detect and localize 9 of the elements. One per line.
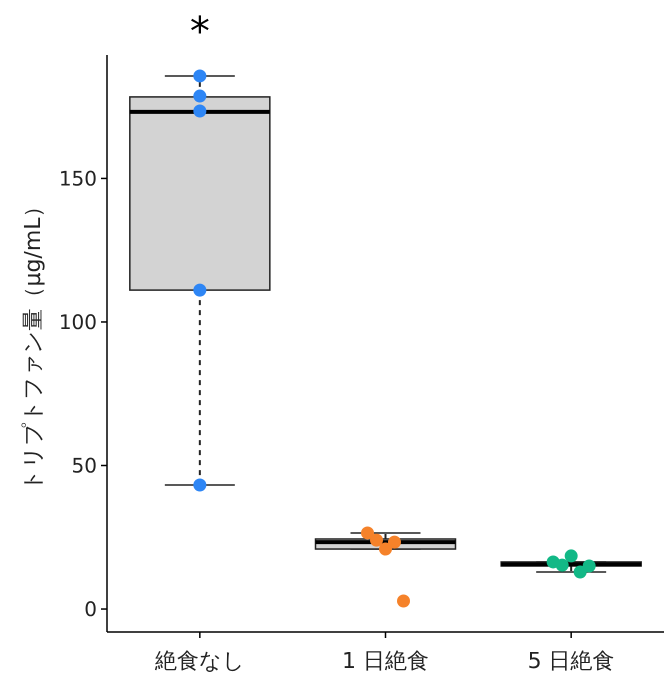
- y-tick-label: 50: [72, 454, 97, 478]
- y-tick-label: 150: [58, 166, 97, 190]
- text: *: [190, 9, 210, 55]
- x-tick-label: 5 日絶食: [528, 649, 615, 674]
- y-tick-label: 100: [58, 310, 97, 334]
- y-tick-label: 0: [84, 597, 97, 622]
- y-axis-title: トリプトファン量（μg/mL）: [21, 195, 46, 492]
- x-tick-label: 絶食なし: [154, 649, 245, 674]
- x-tick-label: 1 日絶食: [342, 649, 429, 674]
